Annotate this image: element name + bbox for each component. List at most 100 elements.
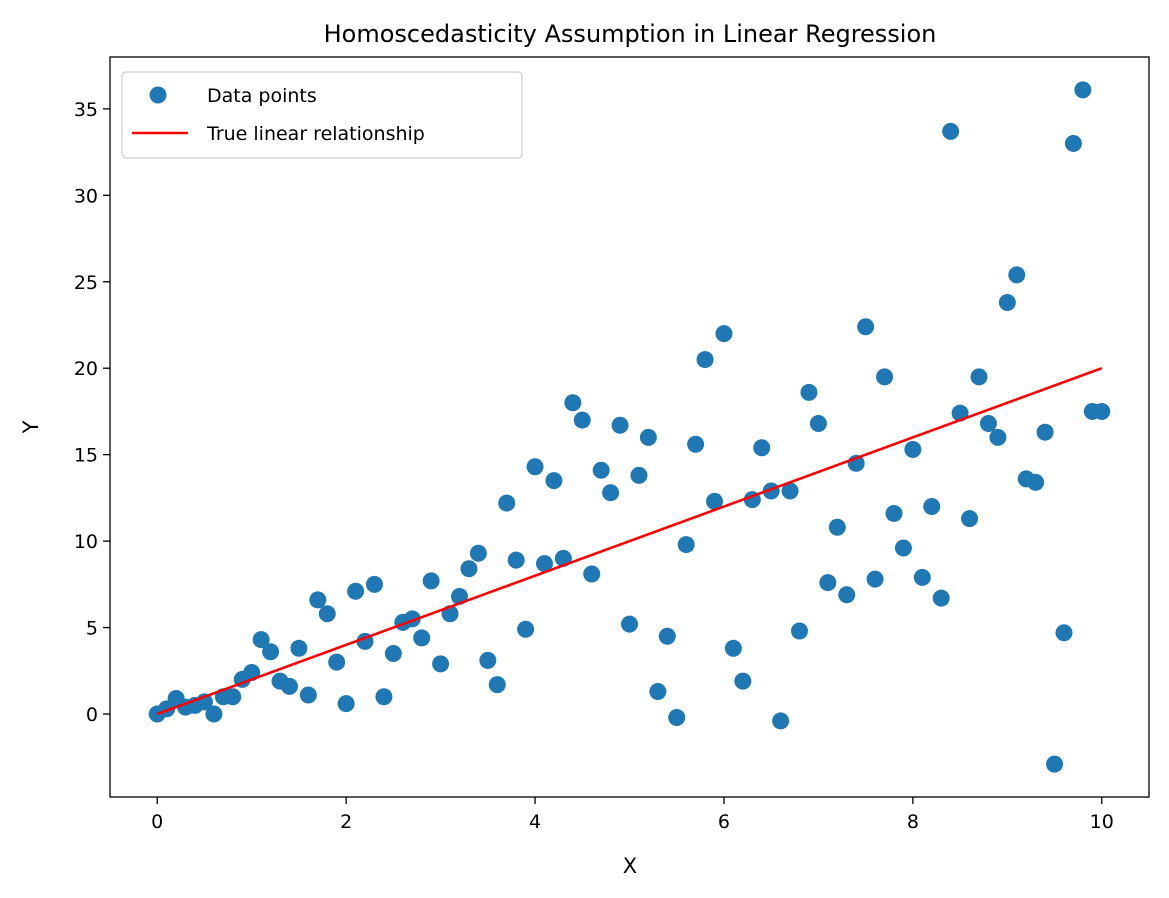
y-axis: 0 5 10 15 20 25 30 35 xyxy=(74,99,110,726)
data-point xyxy=(932,589,950,607)
data-point xyxy=(715,325,733,343)
data-point xyxy=(413,629,431,647)
data-point xyxy=(894,539,912,557)
data-point xyxy=(753,439,771,457)
data-point xyxy=(384,645,402,662)
data-point xyxy=(913,568,931,586)
data-point xyxy=(564,394,582,412)
data-point xyxy=(318,605,336,623)
data-point xyxy=(696,351,714,369)
data-point xyxy=(432,655,450,673)
data-point xyxy=(876,368,894,386)
data-point xyxy=(337,695,355,713)
data-point xyxy=(961,510,979,528)
data-point xyxy=(460,560,478,578)
data-point xyxy=(904,440,922,458)
data-point xyxy=(592,461,610,479)
data-point xyxy=(498,494,516,512)
legend-marker-data-points xyxy=(149,86,167,104)
data-point xyxy=(942,122,960,140)
data-point xyxy=(706,492,724,510)
legend-label-data-points: Data points xyxy=(207,85,317,107)
data-point xyxy=(328,653,346,671)
data-point xyxy=(1027,473,1045,491)
data-point xyxy=(621,615,638,633)
data-point xyxy=(583,565,601,583)
data-point xyxy=(772,712,790,730)
data-point xyxy=(979,415,997,433)
data-point xyxy=(573,411,591,429)
y-tick-label: 20 xyxy=(74,358,98,380)
data-point xyxy=(781,482,799,500)
y-tick-label: 25 xyxy=(74,272,98,294)
data-point xyxy=(535,555,553,573)
data-point xyxy=(1064,134,1082,152)
data-point xyxy=(989,428,1007,446)
data-point xyxy=(630,466,648,484)
x-axis: 0 2 4 6 8 10 xyxy=(151,797,1114,833)
data-point xyxy=(668,708,686,726)
x-tick-label: 0 xyxy=(151,811,163,833)
data-point xyxy=(1036,423,1054,441)
data-point xyxy=(1008,266,1026,284)
x-tick-label: 4 xyxy=(529,811,541,833)
data-point xyxy=(299,686,317,704)
data-point xyxy=(252,631,270,649)
data-point xyxy=(970,368,988,386)
x-tick-label: 10 xyxy=(1090,811,1114,833)
data-point xyxy=(517,620,535,638)
chart-title: Homoscedasticity Assumption in Linear Re… xyxy=(324,20,937,48)
data-point xyxy=(1055,624,1073,642)
data-point xyxy=(205,705,223,723)
legend: Data points True linear relationship xyxy=(121,71,523,159)
data-point xyxy=(857,318,875,336)
x-axis-label: X xyxy=(623,854,637,878)
data-point xyxy=(791,622,809,640)
data-point xyxy=(687,435,705,453)
data-point xyxy=(469,544,487,562)
axes-frame xyxy=(109,56,1150,798)
data-point xyxy=(1046,755,1064,773)
data-point xyxy=(639,428,657,446)
plot-area xyxy=(148,81,1111,773)
data-point xyxy=(809,415,827,433)
data-point xyxy=(375,688,393,706)
data-point xyxy=(602,484,620,502)
data-point xyxy=(819,574,837,592)
y-tick-label: 10 xyxy=(74,531,98,553)
data-point xyxy=(280,677,298,695)
y-tick-label: 5 xyxy=(86,618,98,640)
y-tick-label: 0 xyxy=(86,704,98,726)
data-point xyxy=(290,639,308,657)
y-tick-label: 35 xyxy=(74,99,98,121)
true-linear-relationship-line xyxy=(156,366,1103,716)
x-tick-label: 6 xyxy=(718,811,730,833)
data-point xyxy=(262,643,280,661)
data-point xyxy=(488,676,506,694)
data-point xyxy=(649,683,667,701)
data-point xyxy=(800,383,818,401)
x-tick-label: 2 xyxy=(340,811,352,833)
y-tick-label: 15 xyxy=(74,445,98,467)
data-point xyxy=(526,458,544,476)
data-point xyxy=(1093,402,1111,420)
data-point xyxy=(838,586,856,604)
data-point xyxy=(734,672,752,690)
data-point xyxy=(866,570,884,588)
data-point xyxy=(677,536,695,554)
data-point xyxy=(507,551,525,569)
data-point xyxy=(545,472,563,490)
data-point xyxy=(347,582,365,600)
data-point xyxy=(479,651,497,669)
data-point xyxy=(828,518,846,536)
data-point xyxy=(1074,81,1092,99)
y-tick-label: 30 xyxy=(74,185,98,207)
legend-label-true-linear-relationship: True linear relationship xyxy=(206,123,425,145)
x-tick-label: 8 xyxy=(907,811,919,833)
data-point xyxy=(923,498,941,516)
data-point xyxy=(998,294,1016,312)
data-point xyxy=(309,591,327,609)
data-point xyxy=(224,688,242,706)
data-point xyxy=(885,504,903,522)
